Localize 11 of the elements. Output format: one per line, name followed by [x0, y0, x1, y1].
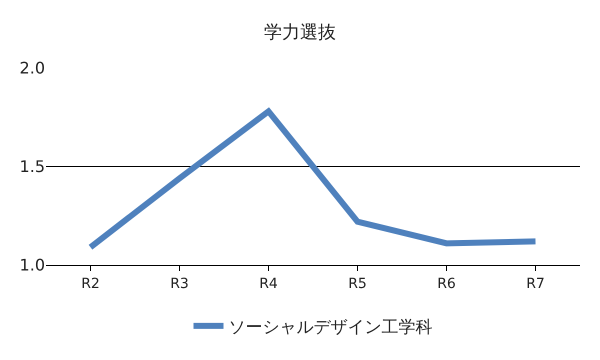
x-tick-label: R2 — [81, 276, 100, 292]
y-tick-label: 1.0 — [20, 256, 45, 275]
y-tick-label: 1.5 — [20, 157, 45, 176]
chart-title: 学力選抜 — [264, 22, 336, 43]
x-tick-label: R3 — [170, 276, 189, 292]
x-tick-label: R6 — [437, 276, 456, 292]
x-tick-label: R4 — [259, 276, 278, 292]
x-tick-label: R7 — [526, 276, 545, 292]
x-tick-label: R5 — [348, 276, 367, 292]
y-tick-label: 2.0 — [20, 58, 45, 78]
legend-label: ソーシャルデザイン工学科 — [228, 318, 432, 338]
